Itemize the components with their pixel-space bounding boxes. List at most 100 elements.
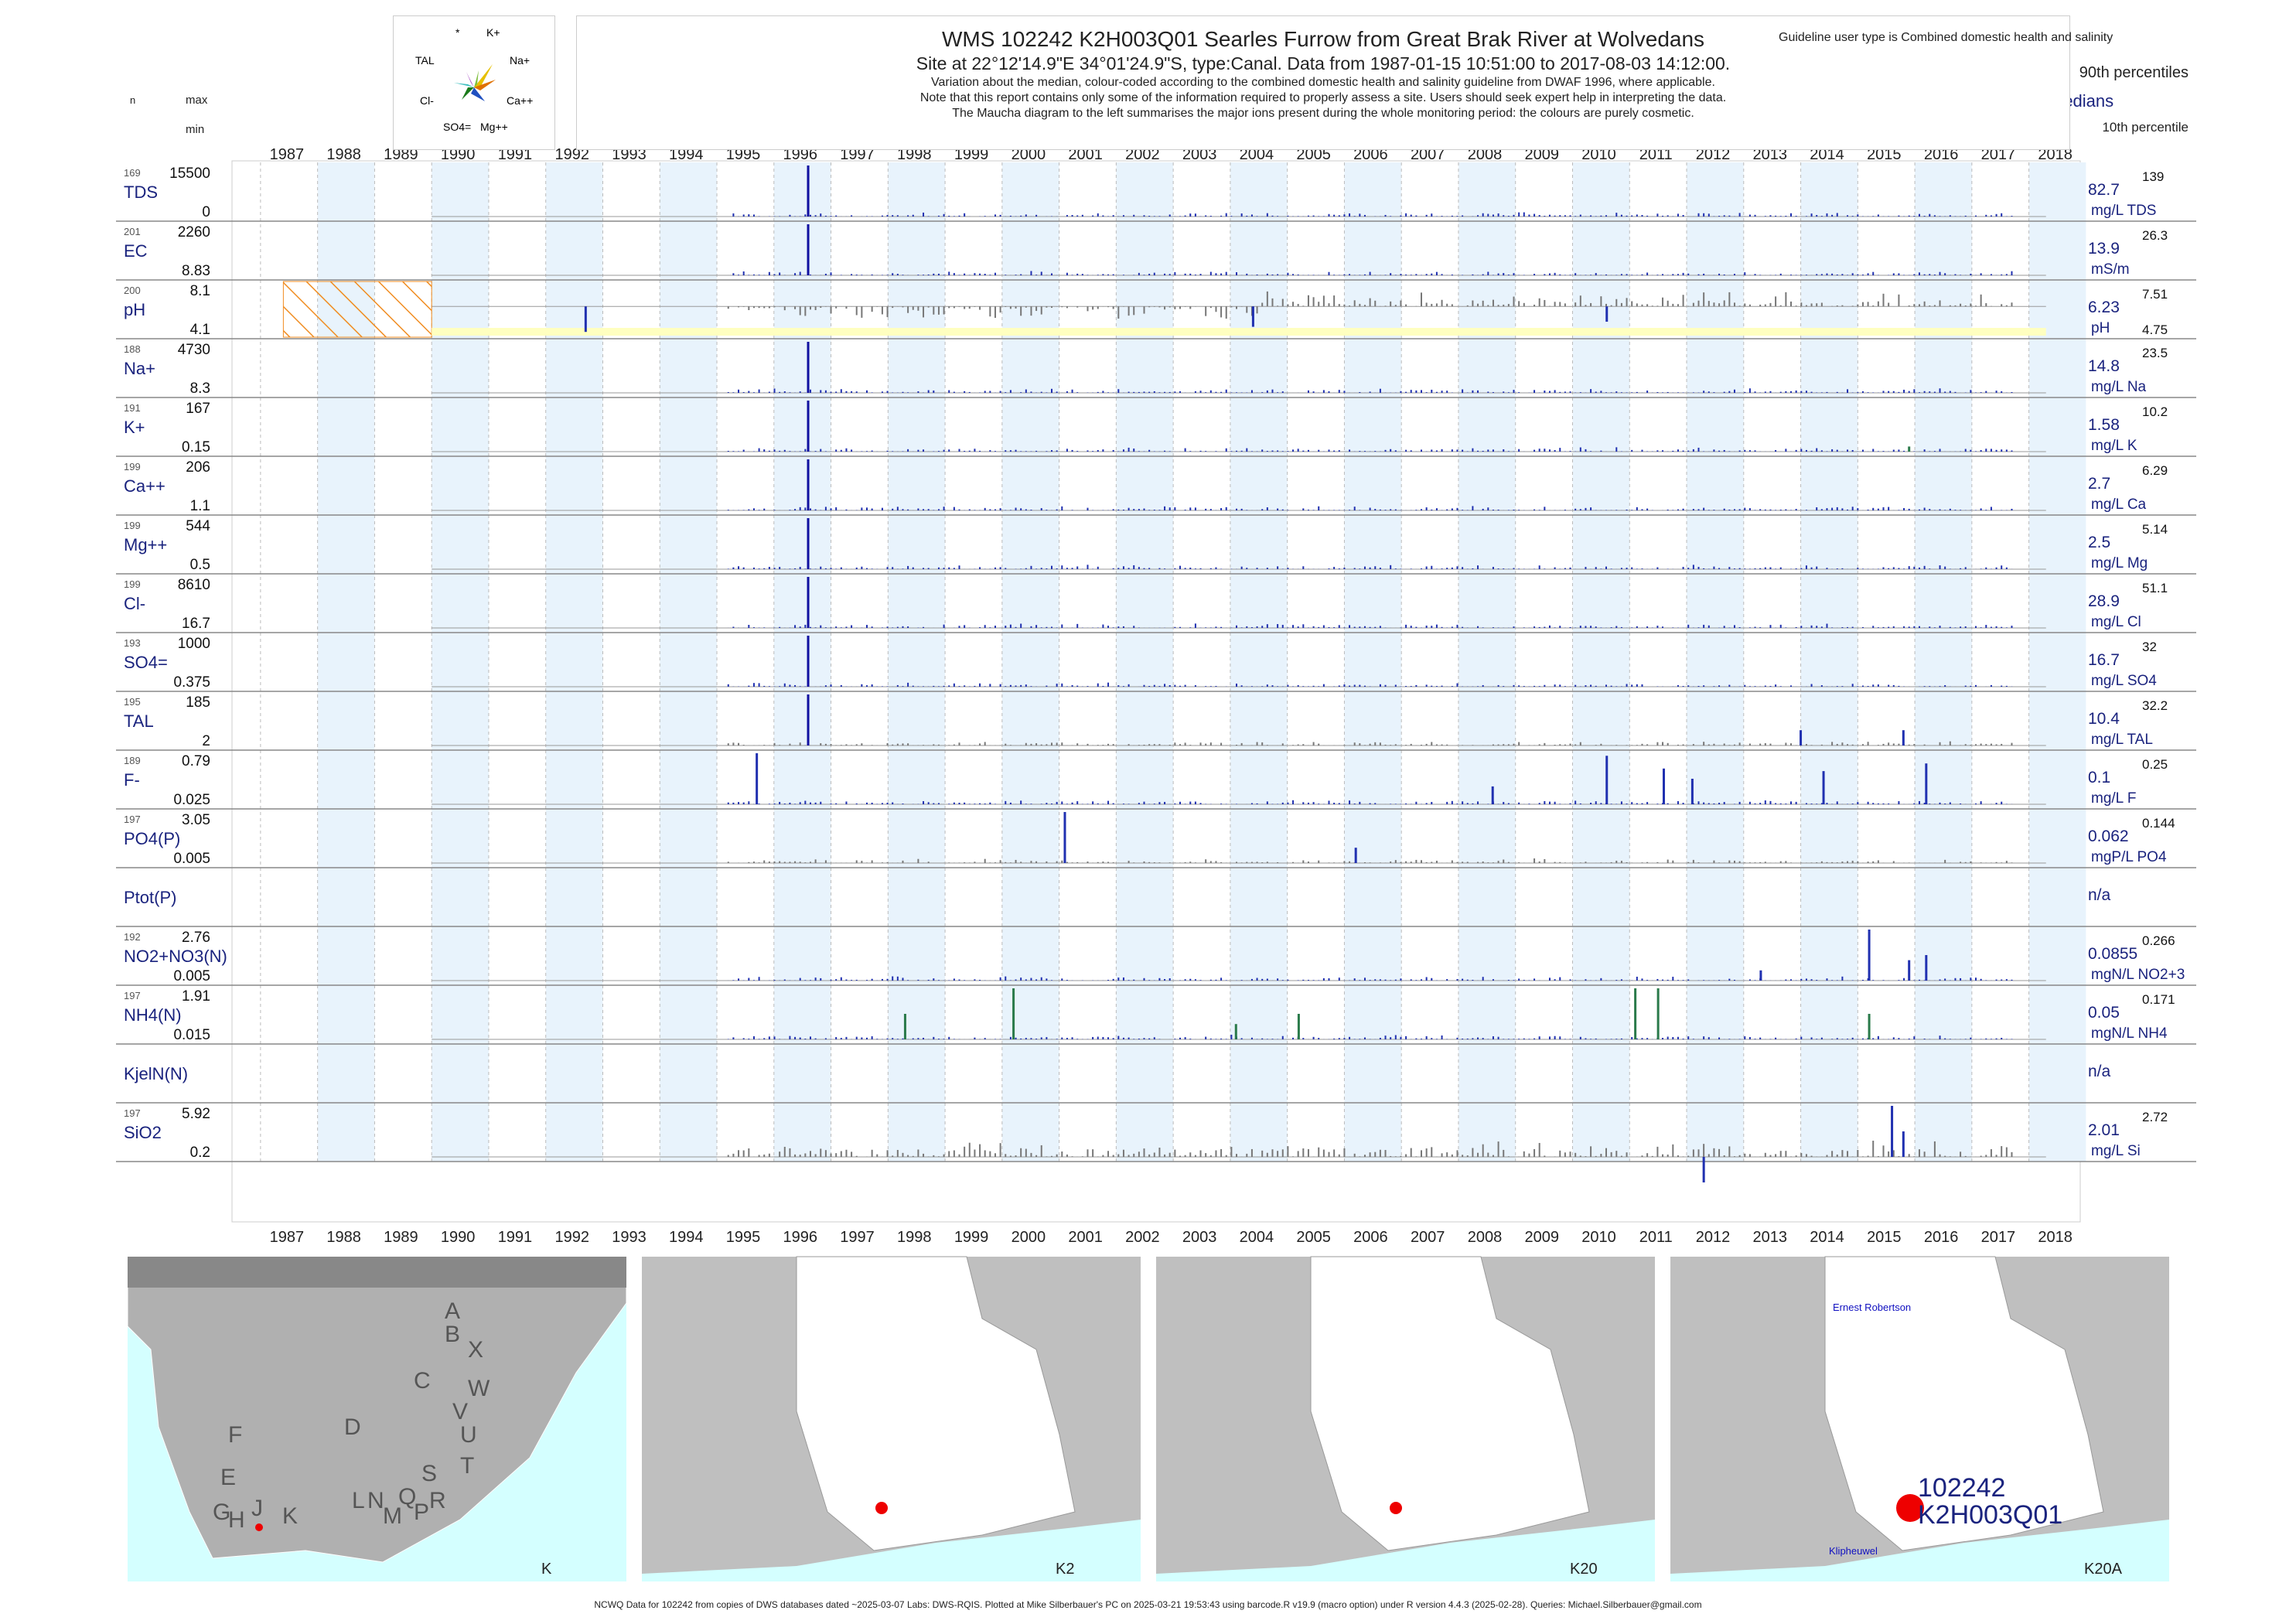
panel-max: 1000 xyxy=(178,636,210,652)
x-tick-label-bottom: 2006 xyxy=(1353,1229,1388,1246)
x-tick-label-bottom: 1991 xyxy=(498,1229,533,1246)
panel-p90: 7.51 xyxy=(2142,287,2168,302)
panel-median: 0.0855 xyxy=(2088,945,2137,963)
panel-label: PO4(P) xyxy=(124,829,180,848)
x-tick-label-top: 2007 xyxy=(1411,146,1445,163)
year-band xyxy=(1572,162,1630,1162)
panel-unit: mg/L Cl xyxy=(2091,614,2141,630)
panel-n: 201 xyxy=(124,226,141,237)
panel-p90: 32.2 xyxy=(2142,698,2168,713)
col-header-n: n xyxy=(130,94,135,106)
x-tick-label-bottom: 1999 xyxy=(954,1229,989,1246)
panel-p90: 0.171 xyxy=(2142,992,2175,1007)
panel-n: 199 xyxy=(124,578,141,590)
panel-median: 0.1 xyxy=(2088,769,2110,786)
panel-label: NH4(N) xyxy=(124,1005,182,1025)
guideline-legend: Guideline user type is Combined domestic… xyxy=(1779,31,2113,45)
panel-label: Mg++ xyxy=(124,535,167,554)
panel-p90: 32 xyxy=(2142,640,2157,654)
panel-label: TAL xyxy=(124,711,154,731)
x-tick-label-bottom: 1994 xyxy=(669,1229,704,1246)
x-tick-label-bottom: 2004 xyxy=(1240,1229,1274,1246)
panel-min: 0.2 xyxy=(190,1145,210,1161)
x-tick-label-top: 2011 xyxy=(1639,146,1673,163)
panel-min: 0.15 xyxy=(182,439,210,455)
maucha-diagram: * K+ TAL Na+ Cl- Ca++ SO4= Mg++ xyxy=(393,15,555,150)
year-band xyxy=(432,162,489,1162)
x-tick-label-top: 2013 xyxy=(1753,146,1788,163)
panel-max: 1.91 xyxy=(182,988,210,1005)
panel-label: Ca++ xyxy=(124,476,165,496)
maucha-label: * xyxy=(455,26,460,39)
panel-unit: mg/L Na xyxy=(2091,379,2147,395)
panel-n: 199 xyxy=(124,461,141,473)
panel-unit: mS/m xyxy=(2091,261,2130,278)
panel-label: KjelN(N) xyxy=(124,1064,188,1083)
x-tick-label-top: 1988 xyxy=(326,146,361,163)
panel-label: Ptot(P) xyxy=(124,888,176,907)
panel-min: 8.3 xyxy=(190,380,210,397)
panel-median: 0.05 xyxy=(2088,1004,2120,1022)
panel-unit: mg/L TDS xyxy=(2091,203,2156,219)
panel-n: 197 xyxy=(124,814,141,825)
panel-median: n/a xyxy=(2088,886,2111,904)
x-tick-label-bottom: 1992 xyxy=(554,1229,589,1246)
x-tick-label-top: 2006 xyxy=(1353,146,1388,163)
panel-median: 0.062 xyxy=(2088,827,2129,845)
panel-p90: 139 xyxy=(2142,169,2164,184)
panel-median: 14.8 xyxy=(2088,357,2120,375)
panel-median: 28.9 xyxy=(2088,592,2120,610)
legend-p90: 90th percentiles xyxy=(2079,64,2189,81)
x-tick-label-bottom: 2017 xyxy=(1981,1229,2016,1246)
ph-hatch-area xyxy=(282,281,432,338)
panel-max: 2.76 xyxy=(182,930,210,946)
x-tick-label-bottom: 2013 xyxy=(1753,1229,1788,1246)
maucha-label: Na+ xyxy=(510,54,530,67)
year-band xyxy=(545,162,603,1162)
x-tick-label-bottom: 1996 xyxy=(783,1229,818,1246)
panel-label: pH xyxy=(124,300,145,319)
panel-median: 6.23 xyxy=(2088,299,2120,316)
x-tick-label-bottom: 2008 xyxy=(1468,1229,1503,1246)
header-note: Note that this report contains only some… xyxy=(919,91,1727,104)
x-tick-label-top: 1990 xyxy=(441,146,476,163)
panel-min: 4.1 xyxy=(190,322,210,338)
x-tick-label-bottom: 2018 xyxy=(2038,1229,2073,1246)
panel-p90: 0.144 xyxy=(2142,816,2175,831)
panel-p90: 10.2 xyxy=(2142,404,2168,419)
panel-p90: 51.1 xyxy=(2142,581,2168,595)
x-tick-label-top: 2000 xyxy=(1012,146,1046,163)
panel-unit: mgN/L NH4 xyxy=(2091,1025,2168,1042)
panel-unit: mg/L Ca xyxy=(2091,496,2147,513)
x-tick-label-bottom: 2015 xyxy=(1867,1229,1902,1246)
x-tick-label-top: 2015 xyxy=(1867,146,1902,163)
x-tick-label-top: 2018 xyxy=(2038,146,2073,163)
panel-p90: 0.266 xyxy=(2142,933,2175,948)
panel-p90: 5.14 xyxy=(2142,522,2168,537)
panel-unit: mgP/L PO4 xyxy=(2091,849,2167,865)
panel-min: 0.005 xyxy=(173,851,210,867)
x-tick-label-bottom: 2012 xyxy=(1696,1229,1731,1246)
x-tick-label-top: 2001 xyxy=(1068,146,1103,163)
panel-min: 1.1 xyxy=(190,498,210,514)
panel-max: 4730 xyxy=(178,342,210,358)
x-tick-label-bottom: 1987 xyxy=(270,1229,305,1246)
panel-n: 192 xyxy=(124,931,141,943)
x-tick-label-bottom: 1995 xyxy=(726,1229,761,1246)
x-tick-label-top: 1993 xyxy=(612,146,646,163)
panel-unit: mg/L SO4 xyxy=(2091,673,2157,689)
panel-unit: mg/L F xyxy=(2091,790,2136,807)
panel-n: 169 xyxy=(124,167,141,179)
panel-median: 1.58 xyxy=(2088,416,2120,434)
panel-label: TDS xyxy=(124,183,158,202)
x-tick-label-top: 2003 xyxy=(1182,146,1217,163)
x-tick-label-top: 1996 xyxy=(783,146,818,163)
page-subtitle: Site at 22°12'14.9"E 34°01'24.9"S, type:… xyxy=(916,53,1731,73)
panel-label: Cl- xyxy=(124,594,145,613)
x-tick-label-top: 2010 xyxy=(1581,146,1616,163)
year-band xyxy=(2028,162,2086,1162)
year-band xyxy=(1344,162,1402,1162)
panel-min: 0.005 xyxy=(173,968,210,984)
panel-n: 189 xyxy=(124,755,141,766)
panel-min: 0.5 xyxy=(190,557,210,573)
